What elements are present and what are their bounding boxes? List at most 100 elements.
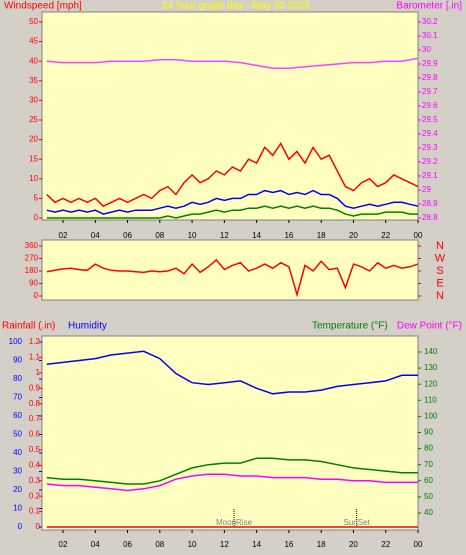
y2-tick-label: 40 xyxy=(424,508,433,517)
y3-tick-label: 30 xyxy=(13,467,22,476)
y-tick-label: 0 xyxy=(34,213,39,222)
x-tick-label: 06 xyxy=(123,231,132,240)
y2-tick-label: E xyxy=(436,277,443,289)
y2-tick-label: 60 xyxy=(424,476,433,485)
y2-tick-label: 80 xyxy=(424,444,433,453)
y2-tick-label: 29.6 xyxy=(422,101,438,110)
series-line xyxy=(46,189,419,215)
y2-tick-label: 29.1 xyxy=(422,171,438,180)
event-label: MoonRise xyxy=(216,518,253,527)
y-axis-label: Windspeed [mph] xyxy=(4,1,82,12)
x-tick-label: 20 xyxy=(349,231,358,240)
plot-area xyxy=(41,11,419,221)
y3-tick-label: 10 xyxy=(13,504,22,513)
y-tick-label: 1.2 xyxy=(29,337,41,346)
y2-tick-label: 29.2 xyxy=(422,157,438,166)
legend-label: Dew Point (°F) xyxy=(397,321,462,332)
plot-area xyxy=(41,335,419,531)
series-line xyxy=(46,473,418,492)
y2-tick-label: 100 xyxy=(424,411,438,420)
y-tick-label: 35 xyxy=(29,76,38,85)
y3-tick-label: 80 xyxy=(13,374,22,383)
x-tick-label: 10 xyxy=(188,231,197,240)
series-line xyxy=(46,57,419,69)
y2-tick-label: 28.9 xyxy=(422,199,438,208)
x-tick-label: 14 xyxy=(252,540,261,549)
y-tick-label: 30 xyxy=(29,96,38,105)
y3-tick-label: 70 xyxy=(13,393,22,402)
y2-tick-label: 70 xyxy=(424,460,433,469)
x-tick-label: 22 xyxy=(381,540,390,549)
y-tick-label: 0.3 xyxy=(29,476,41,485)
y-tick-label: 0.4 xyxy=(29,460,41,469)
y-tick-label: 45 xyxy=(29,37,38,46)
event-label: SunSet xyxy=(344,518,371,527)
legend-label: Rainfall (.in) xyxy=(2,321,55,332)
y-tick-label: 25 xyxy=(29,115,38,124)
y2-tick-label: N xyxy=(436,290,444,302)
y-tick-label: 50 xyxy=(29,17,38,26)
series-line xyxy=(46,205,418,219)
y3-tick-label: 20 xyxy=(13,485,22,494)
y-tick-label: 90 xyxy=(29,279,38,288)
y-tick-label: 0.7 xyxy=(29,414,41,423)
y2-tick-label: 140 xyxy=(424,347,438,356)
y3-tick-label: 100 xyxy=(9,337,23,346)
x-tick-label: 16 xyxy=(284,231,293,240)
y2-tick-label: W xyxy=(435,252,446,264)
y-tick-label: 180 xyxy=(25,266,39,275)
x-tick-label: 04 xyxy=(91,231,100,240)
y2-tick-label: 28.8 xyxy=(422,213,438,222)
y-tick-label: 0.1 xyxy=(29,507,41,516)
y-tick-label: 1.1 xyxy=(29,353,41,362)
series-line xyxy=(46,350,418,395)
x-tick-label: 12 xyxy=(220,231,229,240)
x-tick-label: 18 xyxy=(317,231,326,240)
y2-tick-label: 130 xyxy=(424,363,438,372)
x-tick-label: 02 xyxy=(59,540,68,549)
y-tick-label: 40 xyxy=(29,56,38,65)
y-tick-label: 0 xyxy=(36,522,41,531)
y-tick-label: 0.8 xyxy=(29,399,41,408)
x-tick-label: 18 xyxy=(317,540,326,549)
y3-tick-label: 0 xyxy=(18,522,23,531)
x-tick-label: 20 xyxy=(349,540,358,549)
x-tick-label: 08 xyxy=(155,231,164,240)
legend-label: Temperature (°F) xyxy=(312,321,388,332)
y-tick-label: 5 xyxy=(34,194,39,203)
y-tick-label: 20 xyxy=(29,135,38,144)
x-tick-label: 04 xyxy=(91,540,100,549)
y3-tick-label: 60 xyxy=(13,411,22,420)
y3-tick-label: 90 xyxy=(13,356,22,365)
y2-tick-label: 29.4 xyxy=(422,129,438,138)
y2-tick-label: 110 xyxy=(424,395,437,404)
y-tick-label: 0.6 xyxy=(29,430,41,439)
y-tick-label: 270 xyxy=(25,254,39,263)
x-tick-label: 02 xyxy=(59,231,68,240)
x-tick-label: 00 xyxy=(414,231,423,240)
y2-tick-label: 30.1 xyxy=(422,31,438,40)
y2-tick-label: 30.2 xyxy=(422,17,438,26)
x-tick-label: 22 xyxy=(381,231,390,240)
y-tick-label: 0 xyxy=(34,291,39,300)
y2-tick-label: 90 xyxy=(424,428,433,437)
y2-tick-label: 50 xyxy=(424,492,433,501)
y2-axis-label: Barometer [.in] xyxy=(396,1,462,12)
series-line xyxy=(46,142,419,208)
legend-label: Humidity xyxy=(68,321,107,332)
y2-tick-label: 120 xyxy=(424,379,438,388)
x-tick-label: 08 xyxy=(155,540,164,549)
y3-tick-label: 40 xyxy=(13,448,22,457)
y2-tick-label: 29.5 xyxy=(422,115,438,124)
y-tick-label: 0.5 xyxy=(29,445,41,454)
x-tick-label: 06 xyxy=(123,540,132,549)
y-tick-label: 1 xyxy=(36,368,41,377)
y-tick-label: 360 xyxy=(25,241,39,250)
y-tick-label: 10 xyxy=(29,174,38,183)
y-tick-label: 0.2 xyxy=(29,491,41,500)
x-tick-label: 12 xyxy=(220,540,229,549)
y2-tick-label: N xyxy=(436,240,444,252)
y-tick-label: 15 xyxy=(29,154,38,163)
y2-tick-label: 30 xyxy=(422,45,431,54)
